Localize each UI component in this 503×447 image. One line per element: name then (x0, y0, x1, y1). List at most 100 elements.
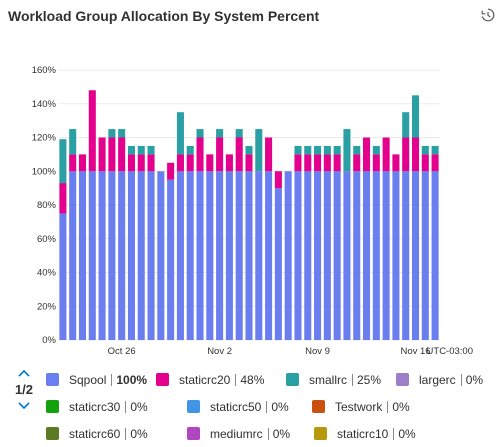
bar-segment-smallrc[interactable] (127, 145, 135, 155)
bar-segment-smallrc[interactable] (235, 129, 243, 138)
bar-segment-smallrc[interactable] (372, 145, 380, 155)
bar-segment-sqpool[interactable] (98, 171, 106, 340)
bar-segment-sqpool[interactable] (235, 171, 243, 340)
bar-segment-staticrc20[interactable] (118, 137, 126, 172)
bar-segment-staticrc20[interactable] (127, 154, 135, 172)
bar-segment-sqpool[interactable] (294, 171, 302, 340)
bar-segment-smallrc[interactable] (314, 145, 322, 155)
bar-segment-sqpool[interactable] (274, 188, 282, 341)
bar-segment-staticrc20[interactable] (88, 90, 96, 172)
bar-segment-sqpool[interactable] (206, 171, 214, 340)
bar-segment-staticrc20[interactable] (78, 154, 87, 172)
bar-segment-sqpool[interactable] (343, 171, 351, 340)
bar-segment-sqpool[interactable] (392, 171, 400, 340)
bar-segment-sqpool[interactable] (69, 171, 77, 340)
bar-segment-smallrc[interactable] (431, 145, 439, 155)
bar-segment-smallrc[interactable] (421, 145, 429, 155)
bar-segment-smallrc[interactable] (323, 145, 331, 155)
bar-segment-staticrc20[interactable] (235, 137, 243, 172)
bar-segment-sqpool[interactable] (382, 171, 390, 340)
bar-segment-sqpool[interactable] (137, 171, 145, 340)
bar-segment-sqpool[interactable] (372, 171, 380, 340)
bar-segment-staticrc20[interactable] (402, 137, 410, 172)
legend-item-staticrc60[interactable]: staticrc60 0% (46, 427, 187, 441)
bar-segment-sqpool[interactable] (421, 171, 429, 340)
bar-segment-staticrc20[interactable] (265, 137, 273, 172)
bar-segment-sqpool[interactable] (323, 171, 331, 340)
bar-segment-staticrc20[interactable] (216, 137, 224, 172)
bar-segment-sqpool[interactable] (196, 171, 204, 340)
bar-segment-sqpool[interactable] (157, 171, 165, 340)
bar-segment-staticrc20[interactable] (431, 154, 439, 172)
legend-item-smallrc[interactable]: smallrc 25% (286, 373, 396, 387)
bar-segment-sqpool[interactable] (216, 171, 224, 340)
bar-segment-staticrc20[interactable] (167, 162, 175, 180)
bar-segment-staticrc20[interactable] (186, 154, 194, 172)
bar-segment-sqpool[interactable] (78, 171, 87, 340)
bar-segment-sqpool[interactable] (108, 171, 116, 340)
bar-segment-staticrc20[interactable] (59, 183, 67, 214)
bar-segment-sqpool[interactable] (402, 171, 410, 340)
bar-segment-staticrc20[interactable] (353, 154, 361, 172)
bar-segment-sqpool[interactable] (225, 171, 233, 340)
legend-item-staticrc10[interactable]: staticrc10 0% (314, 427, 416, 441)
pager-up-button[interactable] (14, 366, 34, 380)
bar-segment-smallrc[interactable] (402, 112, 410, 138)
bar-segment-staticrc20[interactable] (137, 154, 145, 172)
legend-item-mediumrc[interactable]: mediumrc 0% (187, 427, 314, 441)
bar-segment-staticrc20[interactable] (98, 137, 106, 172)
bar-segment-sqpool[interactable] (59, 213, 67, 340)
bar-segment-sqpool[interactable] (245, 171, 253, 340)
history-button[interactable] (479, 6, 497, 24)
bar-segment-staticrc20[interactable] (314, 154, 322, 172)
bar-segment-sqpool[interactable] (353, 171, 361, 340)
bar-segment-smallrc[interactable] (343, 129, 351, 172)
bar-segment-staticrc20[interactable] (274, 171, 282, 189)
bar-segment-smallrc[interactable] (411, 95, 420, 138)
bar-segment-staticrc20[interactable] (411, 137, 420, 172)
bar-segment-staticrc20[interactable] (176, 154, 184, 172)
bar-segment-staticrc20[interactable] (392, 154, 400, 172)
bar-segment-staticrc20[interactable] (382, 137, 390, 172)
legend-item-largerc[interactable]: largerc 0% (396, 373, 483, 387)
bar-segment-sqpool[interactable] (265, 171, 273, 340)
bar-segment-smallrc[interactable] (186, 145, 194, 155)
bar-segment-smallrc[interactable] (196, 129, 204, 138)
bar-segment-sqpool[interactable] (304, 171, 312, 340)
legend-item-staticrc50[interactable]: staticrc50 0% (187, 400, 312, 414)
bar-segment-smallrc[interactable] (216, 129, 224, 138)
bar-segment-staticrc20[interactable] (333, 154, 341, 172)
bar-segment-staticrc20[interactable] (245, 154, 253, 172)
bar-segment-staticrc20[interactable] (196, 137, 204, 172)
bar-segment-sqpool[interactable] (127, 171, 135, 340)
bar-segment-staticrc20[interactable] (225, 154, 233, 172)
bar-segment-sqpool[interactable] (431, 171, 439, 340)
bar-segment-smallrc[interactable] (333, 145, 341, 155)
bar-segment-staticrc20[interactable] (108, 137, 116, 172)
bar-segment-sqpool[interactable] (186, 171, 194, 340)
bar-segment-smallrc[interactable] (137, 145, 145, 155)
legend-item-testwork[interactable]: Testwork 0% (312, 400, 410, 414)
legend-item-staticrc30[interactable]: staticrc30 0% (46, 400, 187, 414)
bar-segment-sqpool[interactable] (363, 171, 371, 340)
bar-segment-staticrc20[interactable] (372, 154, 380, 172)
bar-segment-staticrc20[interactable] (69, 154, 77, 172)
bar-segment-staticrc20[interactable] (304, 154, 312, 172)
bar-segment-smallrc[interactable] (118, 129, 126, 138)
bar-segment-sqpool[interactable] (88, 171, 96, 340)
legend-item-staticrc20[interactable]: staticrc20 48% (156, 373, 286, 387)
bar-segment-sqpool[interactable] (118, 171, 126, 340)
bar-segment-smallrc[interactable] (255, 129, 263, 172)
bar-segment-smallrc[interactable] (147, 145, 155, 155)
bar-segment-staticrc20[interactable] (294, 154, 302, 172)
bar-segment-smallrc[interactable] (69, 129, 77, 155)
bar-segment-smallrc[interactable] (59, 139, 67, 184)
bar-segment-staticrc20[interactable] (323, 154, 331, 172)
bar-segment-sqpool[interactable] (333, 171, 341, 340)
bar-segment-sqpool[interactable] (255, 171, 263, 340)
bar-segment-sqpool[interactable] (411, 171, 420, 340)
bar-segment-sqpool[interactable] (167, 179, 175, 340)
bar-segment-sqpool[interactable] (284, 171, 292, 340)
bar-segment-sqpool[interactable] (176, 171, 184, 340)
bar-segment-smallrc[interactable] (353, 145, 361, 155)
